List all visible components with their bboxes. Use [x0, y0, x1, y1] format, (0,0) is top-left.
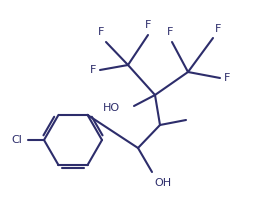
Text: F: F: [224, 73, 230, 83]
Text: F: F: [90, 65, 96, 75]
Text: F: F: [167, 27, 173, 37]
Text: F: F: [145, 20, 151, 30]
Text: F: F: [98, 27, 104, 37]
Text: Cl: Cl: [11, 135, 22, 145]
Text: OH: OH: [154, 178, 171, 188]
Text: F: F: [215, 24, 221, 34]
Text: HO: HO: [103, 103, 120, 113]
